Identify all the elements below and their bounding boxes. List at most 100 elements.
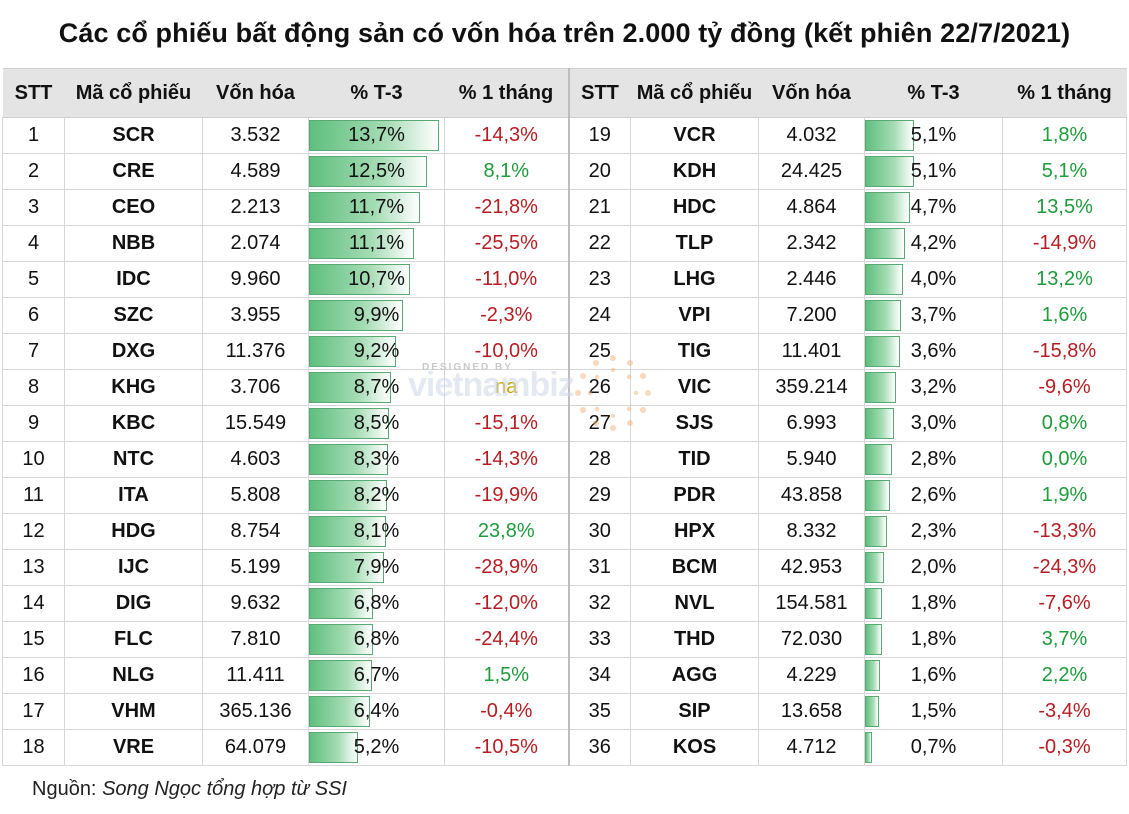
pct-t3-cell: 7,9%	[308, 549, 445, 586]
market-cap-cell: 5.808	[202, 477, 309, 514]
pct-1month-cell: -2,3%	[444, 297, 569, 334]
stock-code-cell: TIG	[630, 333, 759, 370]
pct-1month-cell: 1,5%	[444, 657, 569, 694]
pct-t3-cell: 9,2%	[308, 333, 445, 370]
stt-cell: 21	[567, 189, 631, 226]
market-cap-cell: 3.955	[202, 297, 309, 334]
pct-1month-cell: 23,8%	[444, 513, 569, 550]
table-row: 13 IJC 5.199 7,9% -28,9% 31 BCM 42.953 2,0% -24,3…	[2, 549, 1127, 586]
pct-t3-bar	[309, 192, 420, 223]
pct-t3-cell: 4,0%	[864, 261, 1003, 298]
stock-code-cell: KDH	[630, 153, 759, 190]
stt-cell: 23	[567, 261, 631, 298]
pct-t3-cell: 13,7%	[308, 117, 445, 154]
stock-code-cell: PDR	[630, 477, 759, 514]
pct-t3-bar	[309, 408, 390, 439]
market-cap-cell: 11.376	[202, 333, 309, 370]
pct-t3-value: 8,1%	[353, 520, 400, 542]
stock-code-cell: DIG	[64, 585, 203, 622]
pct-t3-bar	[865, 228, 906, 259]
market-cap-cell: 8.332	[758, 513, 865, 550]
pct-t3-value: 2,8%	[910, 448, 957, 470]
market-cap-cell: 5.940	[758, 441, 865, 478]
header-cap: Vốn hóa	[758, 68, 865, 118]
pct-t3-value: 4,7%	[910, 196, 957, 218]
stt-cell: 26	[567, 369, 631, 406]
stt-cell: 12	[2, 513, 65, 550]
market-cap-cell: 24.425	[758, 153, 865, 190]
pct-t3-bar	[309, 480, 387, 511]
stock-code-cell: FLC	[64, 621, 203, 658]
pct-t3-cell: 6,7%	[308, 657, 445, 694]
market-cap-cell: 42.953	[758, 549, 865, 586]
pct-t3-bar	[865, 696, 880, 727]
market-cap-cell: 4.603	[202, 441, 309, 478]
stt-cell: 31	[567, 549, 631, 586]
header-stt: STT	[567, 68, 631, 118]
market-cap-cell: 64.079	[202, 729, 309, 766]
stt-cell: 33	[567, 621, 631, 658]
pct-t3-cell: 3,7%	[864, 297, 1003, 334]
pct-1month-cell: -3,4%	[1002, 693, 1127, 730]
header-1month: % 1 tháng	[1002, 68, 1127, 118]
stock-code-cell: TID	[630, 441, 759, 478]
stt-cell: 10	[2, 441, 65, 478]
pct-t3-bar	[865, 552, 885, 583]
pct-1month-cell: -19,9%	[444, 477, 569, 514]
pct-1month-cell: 0,0%	[1002, 441, 1127, 478]
stt-cell: 6	[2, 297, 65, 334]
pct-t3-cell: 6,8%	[308, 621, 445, 658]
pct-t3-cell: 2,8%	[864, 441, 1003, 478]
pct-t3-value: 8,3%	[353, 448, 400, 470]
pct-t3-cell: 2,0%	[864, 549, 1003, 586]
pct-t3-bar	[865, 300, 901, 331]
market-cap-cell: 43.858	[758, 477, 865, 514]
chart-title: Các cổ phiếu bất động sản có vốn hóa trê…	[58, 18, 1071, 48]
table-row: 17 VHM 365.136 6,4% -0,4% 35 SIP 13.658 1,5% -3,4…	[2, 693, 1127, 730]
stock-code-cell: KBC	[64, 405, 203, 442]
pct-t3-bar	[865, 336, 900, 367]
market-cap-cell: 359.214	[758, 369, 865, 406]
table-row: 18 VRE 64.079 5,2% -10,5% 36 KOS 4.712 0,7% -0,3%	[2, 729, 1127, 766]
pct-1month-cell: -14,3%	[444, 117, 569, 154]
pct-t3-value: 4,0%	[910, 268, 957, 290]
pct-t3-value: 2,0%	[910, 556, 957, 578]
market-cap-cell: 3.706	[202, 369, 309, 406]
pct-t3-cell: 3,6%	[864, 333, 1003, 370]
market-cap-cell: 2.213	[202, 189, 309, 226]
stt-cell: 29	[567, 477, 631, 514]
pct-t3-value: 8,2%	[353, 484, 400, 506]
header-stt: STT	[2, 68, 65, 118]
stock-code-cell: KHG	[64, 369, 203, 406]
stt-cell: 3	[2, 189, 65, 226]
stock-code-cell: AGG	[630, 657, 759, 694]
stock-code-cell: NVL	[630, 585, 759, 622]
table-row: 4 NBB 2.074 11,1% -25,5% 22 TLP 2.342 4,2% -14,9%	[2, 225, 1127, 262]
header-t3: % T-3	[864, 68, 1003, 118]
pct-t3-bar	[865, 624, 883, 655]
pct-t3-bar	[309, 552, 384, 583]
pct-1month-cell: -0,4%	[444, 693, 569, 730]
market-cap-cell: 4.229	[758, 657, 865, 694]
pct-t3-value: 6,7%	[353, 664, 400, 686]
table-row: 6 SZC 3.955 9,9% -2,3% 24 VPI 7.200 3,7% 1,6%	[2, 297, 1127, 334]
pct-t3-cell: 0,7%	[864, 729, 1003, 766]
table-row: 11 ITA 5.808 8,2% -19,9% 29 PDR 43.858 2,6% 1,9%	[2, 477, 1127, 514]
stock-code-cell: SJS	[630, 405, 759, 442]
pct-t3-bar	[309, 300, 403, 331]
stock-code-cell: VCR	[630, 117, 759, 154]
pct-t3-cell: 5,1%	[864, 153, 1003, 190]
pct-t3-bar	[865, 372, 896, 403]
stock-code-cell: SZC	[64, 297, 203, 334]
pct-1month-cell: -9,6%	[1002, 369, 1127, 406]
pct-1month-cell: -21,8%	[444, 189, 569, 226]
stt-cell: 13	[2, 549, 65, 586]
pct-1month-cell: 8,1%	[444, 153, 569, 190]
stt-cell: 1	[2, 117, 65, 154]
source-text: Song Ngọc tổng hợp từ SSI	[102, 778, 347, 800]
stt-cell: 11	[2, 477, 65, 514]
stt-cell: 5	[2, 261, 65, 298]
stt-cell: 24	[567, 297, 631, 334]
stt-cell: 14	[2, 585, 65, 622]
pct-t3-cell: 2,6%	[864, 477, 1003, 514]
